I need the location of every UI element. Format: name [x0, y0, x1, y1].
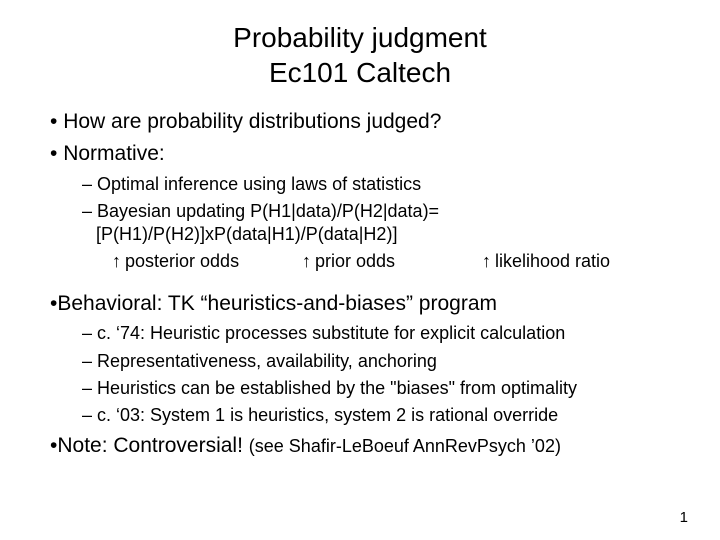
sub-optimal-inference: Optimal inference using laws of statisti…: [96, 173, 680, 196]
up-arrow-icon: ↑: [482, 251, 491, 272]
arrow-posterior: ↑ posterior odds: [112, 251, 302, 272]
arrow-label-likelihood: likelihood ratio: [495, 251, 610, 272]
arrow-prior: ↑ prior odds: [302, 251, 482, 272]
title-line-2: Ec101 Caltech: [269, 57, 451, 88]
sub-c74: c. ‘74: Heuristic processes substitute f…: [96, 322, 680, 345]
arrow-label-prior: prior odds: [315, 251, 395, 272]
bullet-note: Note: Controversial! (see Shafir-LeBoeuf…: [50, 432, 680, 460]
slide-title: Probability judgment Ec101 Caltech: [40, 20, 680, 90]
slide-container: Probability judgment Ec101 Caltech How a…: [0, 0, 720, 540]
bullet-behavioral: Behavioral: TK “heuristics-and-biases” p…: [50, 290, 680, 318]
note-citation: (see Shafir-LeBoeuf AnnRevPsych ’02): [249, 436, 561, 456]
arrow-labels-row: ↑ posterior odds ↑ prior odds ↑ likeliho…: [112, 251, 680, 272]
sub-biases: Heuristics can be established by the "bi…: [96, 377, 680, 400]
bullet-normative: Normative:: [50, 140, 680, 168]
up-arrow-icon: ↑: [302, 251, 311, 272]
arrow-likelihood: ↑ likelihood ratio: [482, 251, 610, 272]
bullet-question: How are probability distributions judged…: [50, 108, 680, 136]
spacer: [40, 276, 680, 290]
page-number: 1: [680, 509, 688, 526]
arrow-label-posterior: posterior odds: [125, 251, 239, 272]
title-line-1: Probability judgment: [233, 22, 487, 53]
note-main: Note: Controversial!: [57, 434, 248, 457]
up-arrow-icon: ↑: [112, 251, 121, 272]
sub-representativeness: Representativeness, availability, anchor…: [96, 350, 680, 373]
sub-bayesian: Bayesian updating P(H1|data)/P(H2|data)=…: [96, 200, 680, 247]
sub-c03: c. ‘03: System 1 is heuristics, system 2…: [96, 404, 680, 427]
